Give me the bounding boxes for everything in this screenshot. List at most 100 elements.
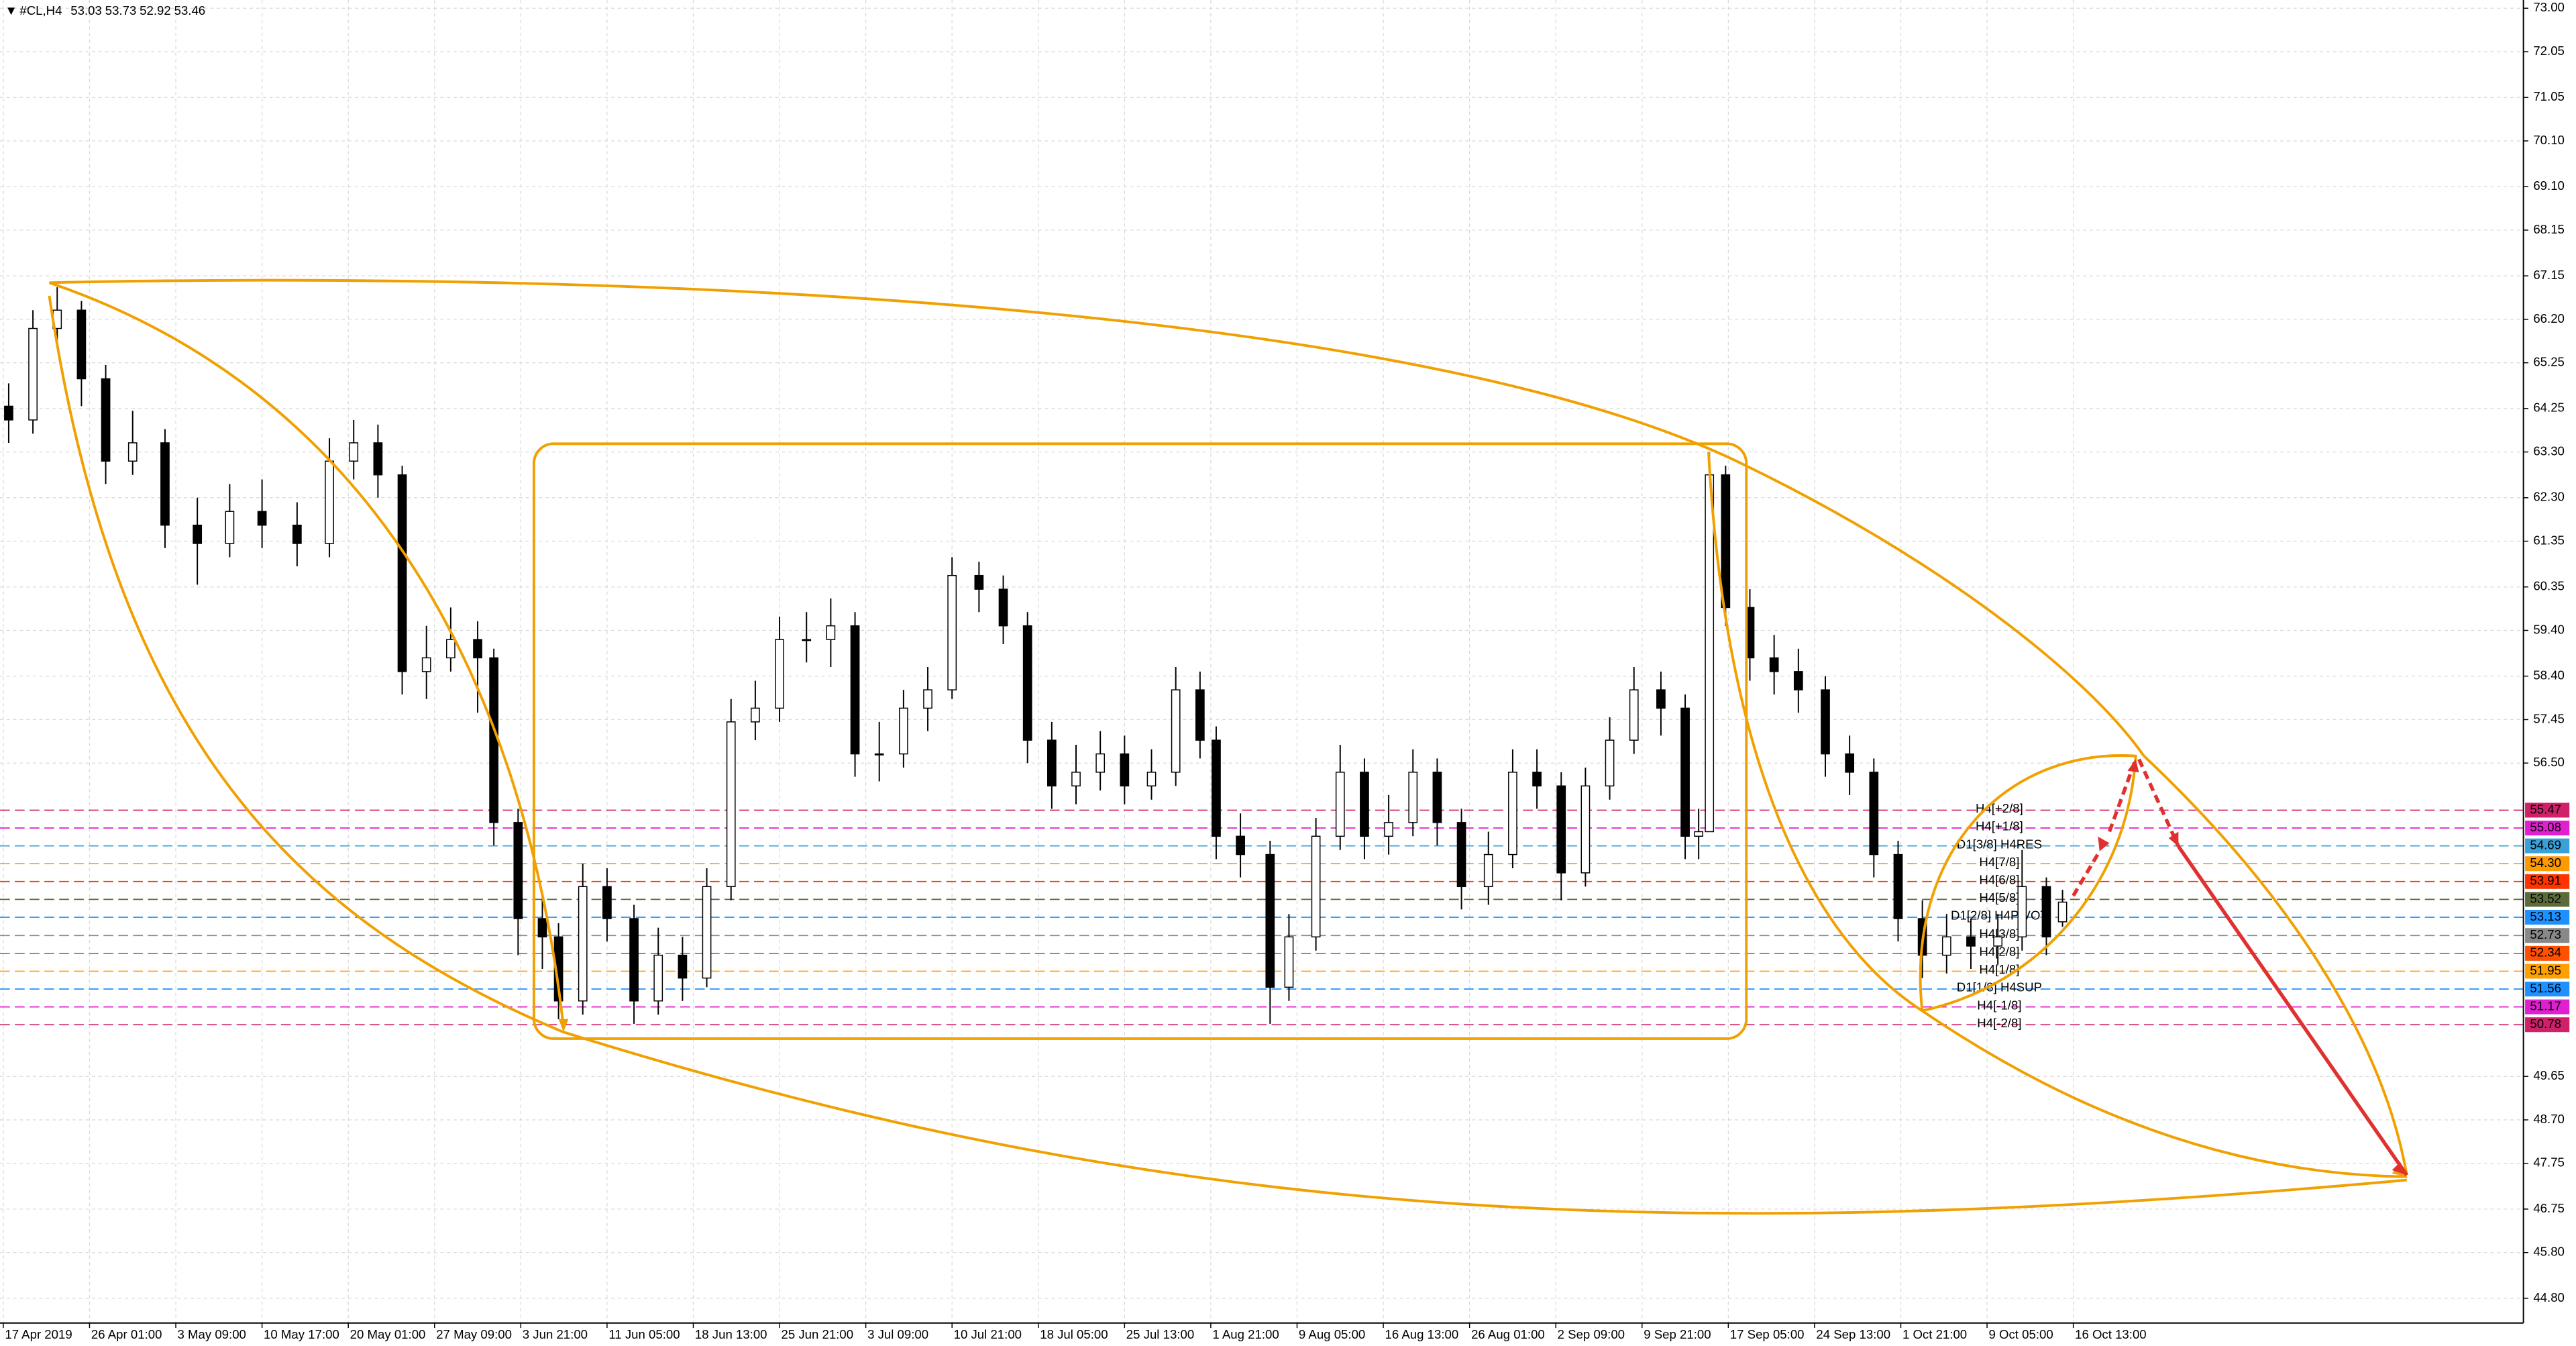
arc <box>48 281 565 1028</box>
level-label: H4[+1/8] <box>1976 819 2023 833</box>
grid <box>0 0 2524 1323</box>
candle-body <box>1483 853 1493 888</box>
x-tick-label: 16 Aug 13:00 <box>1385 1327 1459 1341</box>
symbol: #CL,H4 <box>19 3 62 17</box>
candle-body <box>998 588 1008 627</box>
candle-body <box>947 574 957 690</box>
candle-body <box>513 822 523 919</box>
x-tick-label: 2 Sep 09:00 <box>1558 1327 1625 1341</box>
x-tick-label: 24 Sep 13:00 <box>1816 1327 1890 1341</box>
candle-body <box>578 886 588 1002</box>
candle-body <box>489 657 499 823</box>
candle-body <box>292 524 302 544</box>
price-label: 53.52 <box>2530 891 2561 905</box>
y-tick-label: 64.25 <box>2533 401 2565 415</box>
candle-body <box>1656 689 1666 709</box>
candle-body <box>874 753 884 756</box>
candle-body <box>1769 657 1779 672</box>
x-tick-label: 9 Aug 05:00 <box>1299 1327 1365 1341</box>
candle-body <box>1821 689 1830 755</box>
price-label-bg <box>2525 928 2570 943</box>
candle-body <box>1284 936 1294 988</box>
candle-body <box>1508 772 1517 856</box>
x-tick-label: 9 Sep 21:00 <box>1644 1327 1711 1341</box>
candle-body <box>1408 772 1418 823</box>
candle-body <box>28 327 38 421</box>
candle-body <box>421 657 431 672</box>
x-tick-label: 27 May 09:00 <box>436 1327 512 1341</box>
x-tick-label: 26 Apr 01:00 <box>91 1327 162 1341</box>
candle-body <box>629 918 639 1002</box>
x-tick-label: 20 May 01:00 <box>350 1327 426 1341</box>
level-label: H4[3/8] <box>1979 927 2019 941</box>
y-tick-label: 61.35 <box>2533 533 2565 547</box>
y-tick-label: 59.40 <box>2533 622 2565 636</box>
level-label: H4[-1/8] <box>1977 998 2021 1012</box>
y-tick-label: 58.40 <box>2533 668 2565 682</box>
price-label-bg <box>2525 1017 2570 1033</box>
price-label: 54.69 <box>2530 838 2561 852</box>
y-tick-label: 48.70 <box>2533 1112 2565 1126</box>
arc <box>48 295 2407 1215</box>
price-label: 52.34 <box>2530 945 2561 960</box>
x-tick-label: 11 Jun 05:00 <box>608 1327 680 1341</box>
candle-body <box>726 721 736 888</box>
candle-body <box>1869 772 1879 856</box>
candle-body <box>1532 772 1542 787</box>
candle-body <box>553 936 564 1002</box>
x-tick-label: 3 May 09:00 <box>177 1327 246 1341</box>
price-label: 50.78 <box>2530 1017 2561 1031</box>
candle-body <box>325 460 334 544</box>
candle-body <box>1265 853 1275 988</box>
range-box <box>532 442 1748 1040</box>
menu-arrow: ▼ <box>5 3 17 17</box>
candle-body <box>537 918 547 938</box>
candle-body <box>1212 739 1221 837</box>
candle-body <box>4 405 13 421</box>
candle-body <box>2017 886 2027 938</box>
candle-body <box>1893 853 1903 919</box>
x-tick-label: 3 Jun 21:00 <box>523 1327 588 1341</box>
x-tick-label: 17 Sep 05:00 <box>1730 1327 1805 1341</box>
candle-body <box>1556 785 1566 874</box>
y-tick-label: 72.05 <box>2533 44 2565 58</box>
x-tick-label: 25 Jul 13:00 <box>1126 1327 1194 1341</box>
candle-body <box>1171 689 1181 773</box>
candle-body <box>1311 835 1321 938</box>
price-label-bg <box>2525 964 2570 979</box>
arc <box>49 278 2145 757</box>
low-value: 52.92 <box>140 3 171 17</box>
x-tick-label: 1 Oct 21:00 <box>1902 1327 1967 1341</box>
candle-body <box>899 707 908 755</box>
candle-body <box>1966 936 1976 947</box>
price-label: 55.08 <box>2530 820 2561 834</box>
candle-body <box>1120 753 1130 787</box>
candle-body <box>1047 739 1057 787</box>
x-tick-label: 18 Jul 05:00 <box>1040 1327 1108 1341</box>
price-label: 54.30 <box>2530 856 2561 870</box>
open-value: 53.03 <box>70 3 102 17</box>
x-tick-label: 1 Aug 21:00 <box>1212 1327 1279 1341</box>
candle-body <box>1432 772 1442 823</box>
candle-body <box>2041 886 2051 938</box>
candle-body <box>373 442 383 476</box>
candle-body <box>76 309 87 380</box>
price-label: 53.13 <box>2530 909 2561 923</box>
x-tick-label: 9 Oct 05:00 <box>1989 1327 2053 1341</box>
candle-body <box>1022 625 1032 741</box>
y-tick-label: 71.05 <box>2533 89 2565 103</box>
price-label-bg <box>2525 999 2570 1015</box>
candle-body <box>1095 753 1106 773</box>
y-tick-label: 68.15 <box>2533 222 2565 236</box>
y-tick-label: 69.10 <box>2533 178 2565 193</box>
price-label: 53.91 <box>2530 874 2561 888</box>
arc <box>2143 755 2408 1176</box>
candle-body <box>193 524 203 544</box>
level-label: H4[1/8] <box>1979 962 2019 976</box>
candle-body <box>1605 739 1615 787</box>
price-label-bg <box>2525 981 2570 997</box>
